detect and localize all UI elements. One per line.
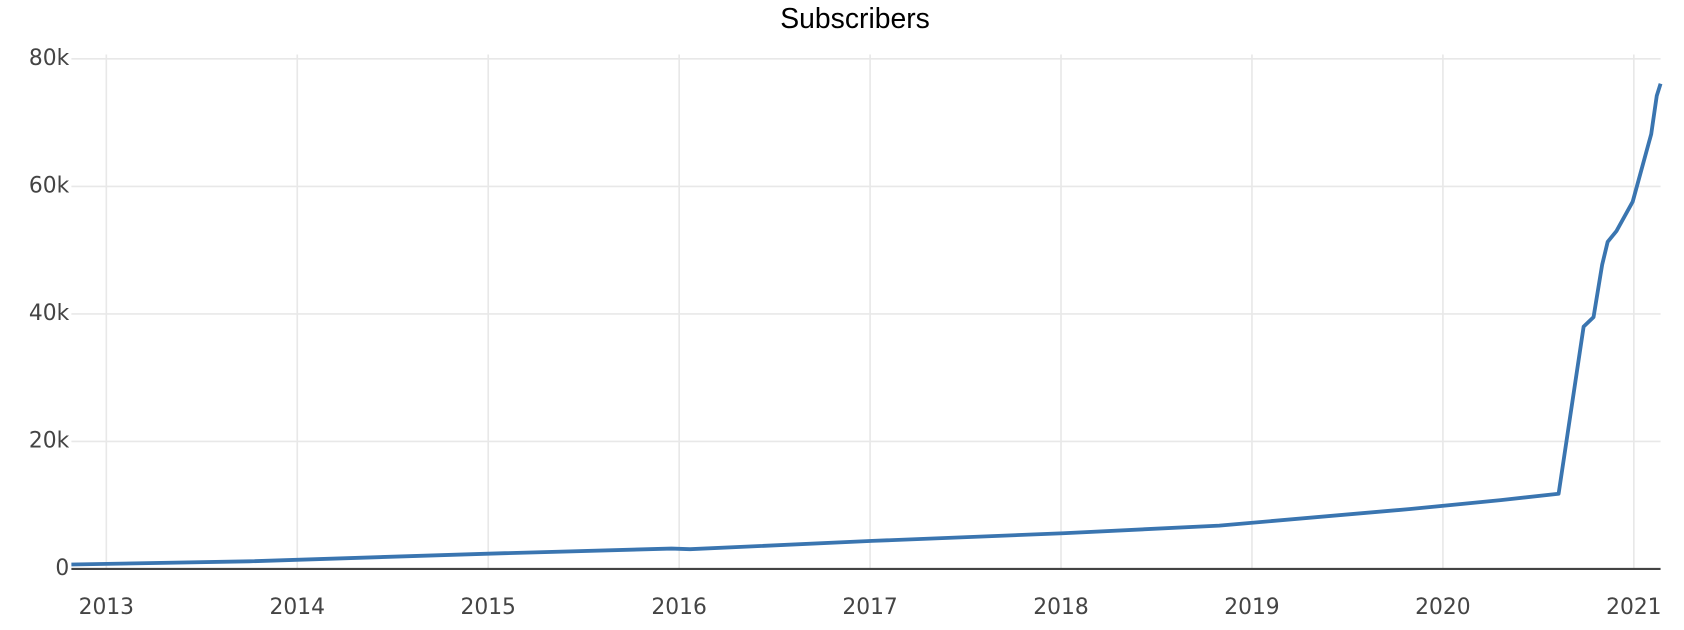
y-tick-label: 40k [29, 301, 70, 326]
plot [71, 83, 1663, 567]
y-tick-label: 80k [29, 46, 70, 71]
chart-title: Subscribers [780, 3, 930, 35]
y-tick-label: 20k [29, 428, 70, 453]
x-tick-label: 2014 [270, 595, 325, 620]
line [71, 83, 1663, 567]
x-tick-label: 2015 [460, 595, 515, 620]
x-tick-label: 2017 [842, 595, 897, 620]
x-tick-label: 2018 [1033, 595, 1088, 620]
x-tick-label: 2013 [79, 595, 134, 620]
y-tick-label: 0 [55, 556, 69, 581]
x-tick-label: 2019 [1224, 595, 1279, 620]
x-tick-label: 2016 [651, 595, 706, 620]
grid [71, 54, 1661, 571]
x-tick-label: 2020 [1415, 595, 1470, 620]
x-tick-label: 2021 [1606, 595, 1661, 620]
y-tick-label: 60k [29, 173, 70, 198]
